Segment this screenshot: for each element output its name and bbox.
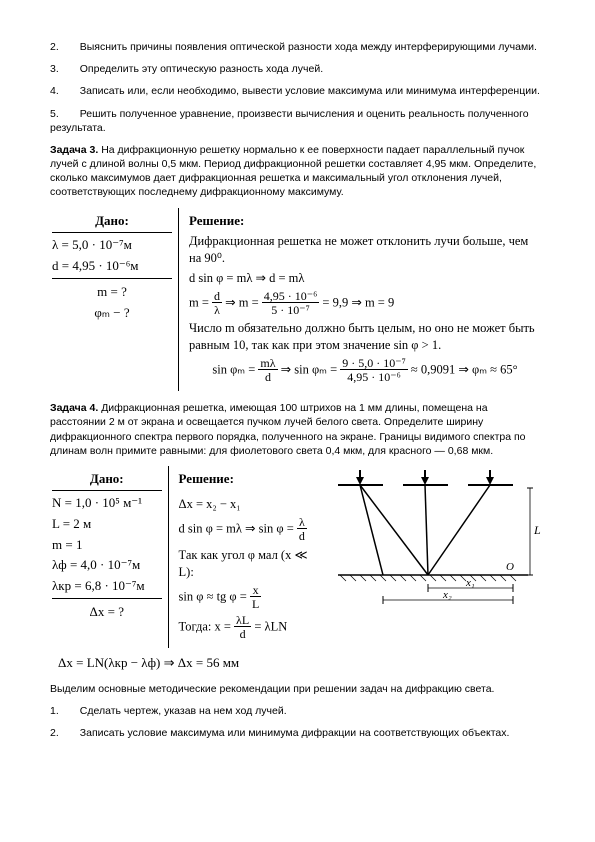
task4-solution: Дано: N = 1,0 · 10⁵ м⁻¹ L = 2 м m = 1 λф…	[50, 466, 545, 648]
t3-d3: m = ?	[52, 283, 172, 301]
task4-label: Задача 4.	[50, 402, 98, 414]
task3-given: Дано: λ = 5,0 · 10⁻⁷м d = 4,95 · 10⁻⁶м m…	[50, 208, 179, 392]
solution-header-4: Решение:	[179, 470, 320, 488]
t4-r4: sin φ ≈ tg φ = xL	[179, 584, 320, 611]
t3-d1: λ = 5,0 · 10⁻⁷м	[52, 236, 172, 254]
t4-d2: L = 2 м	[52, 515, 162, 533]
task4-diagram: O L x₁ x₂	[324, 466, 545, 648]
t4-r3: Так как угол φ мал (x ≪ L):	[179, 547, 320, 581]
t3-r2a: d sin φ = mλ ⇒ d = mλ	[189, 270, 541, 287]
outro-1: 1. Сделать чертеж, указав на нем ход луч…	[50, 704, 545, 718]
t4-d6: Δx = ?	[52, 603, 162, 621]
t4-d3: m = 1	[52, 536, 162, 554]
task3: Задача 3. На дифракционную решетку норма…	[50, 143, 545, 200]
task3-text: На дифракционную решетку нормально к ее …	[50, 144, 536, 199]
task4: Задача 4. Дифракционная решетка, имеющая…	[50, 401, 545, 458]
task3-solution: Дано: λ = 5,0 · 10⁻⁷м d = 4,95 · 10⁻⁶м m…	[50, 208, 545, 392]
t4-r2: d sin φ = mλ ⇒ sin φ = λd	[179, 516, 320, 543]
task4-given: Дано: N = 1,0 · 10⁵ м⁻¹ L = 2 м m = 1 λф…	[50, 466, 169, 648]
step-5: 5. Решить полученное уравнение, произвес…	[50, 107, 545, 135]
t3-d4: φₘ − ?	[52, 304, 172, 322]
task4-text: Дифракционная решетка, имеющая 100 штрих…	[50, 402, 526, 457]
t4-d4: λф = 4,0 · 10⁻⁷м	[52, 556, 162, 574]
svg-text:x₁: x₁	[465, 577, 475, 589]
given-header: Дано:	[52, 212, 172, 234]
step-2: 2. Выяснить причины появления оптической…	[50, 40, 545, 54]
t4-r5: Тогда: x = λLd = λLN	[179, 614, 320, 641]
t3-r1: Дифракционная решетка не может отклонить…	[189, 233, 541, 267]
solution-header: Решение:	[189, 212, 541, 230]
svg-text:O: O	[506, 561, 514, 573]
t3-r3: Число m обязательно должно быть целым, н…	[189, 320, 541, 354]
diffraction-diagram-icon: O L x₁ x₂	[328, 470, 543, 610]
given-header-4: Дано:	[52, 470, 162, 492]
svg-text:L: L	[533, 523, 541, 537]
t3-r2b: m = dλ ⇒ m = 4,95 · 10⁻⁶5 · 10⁻⁷ = 9,9 ⇒…	[189, 290, 541, 317]
t4-final: Δx = LN(λкр − λф) ⇒ Δx = 56 мм	[58, 654, 545, 672]
t3-d2: d = 4,95 · 10⁻⁶м	[52, 257, 172, 275]
svg-text:x₂: x₂	[442, 589, 452, 601]
t4-d5: λкр = 6,8 · 10⁻⁷м	[52, 577, 162, 595]
t3-r4: sin φₘ = mλd ⇒ sin φₘ = 9 · 5,0 · 10⁻⁷4,…	[189, 357, 541, 384]
outro-2: 2. Записать условие максимума или миниму…	[50, 726, 545, 740]
step-4: 4. Записать или, если необходимо, вывест…	[50, 84, 545, 98]
step-3: 3. Определить эту оптическую разность хо…	[50, 62, 545, 76]
task4-derivation: Решение: Δx = x₂ − x₁ d sin φ = mλ ⇒ sin…	[169, 466, 324, 648]
t4-d1: N = 1,0 · 10⁵ м⁻¹	[52, 494, 162, 512]
outro: Выделим основные методические рекомендац…	[50, 682, 545, 696]
t4-r1: Δx = x₂ − x₁	[179, 496, 320, 513]
task3-derivation: Решение: Дифракционная решетка не может …	[179, 208, 545, 392]
task3-label: Задача 3.	[50, 144, 98, 156]
